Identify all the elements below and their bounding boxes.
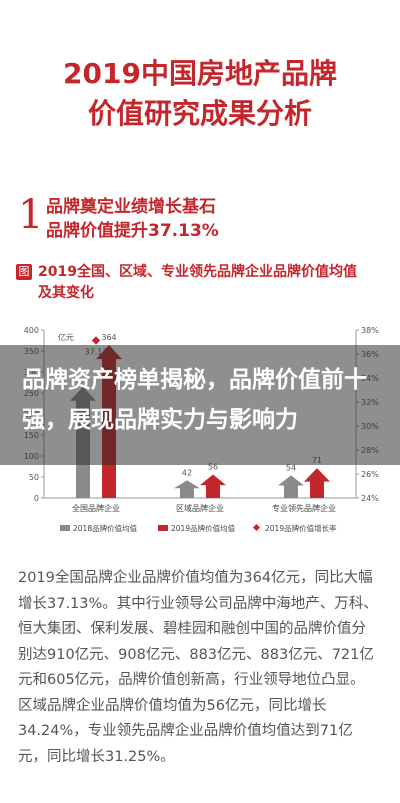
legend-label: 2018品牌价值均值	[73, 523, 138, 533]
legend-swatch	[252, 523, 261, 532]
y-tick-label: 400	[24, 326, 39, 335]
data-label-2018: 42	[182, 468, 192, 477]
main-title-line2: 价值研究成果分析	[87, 97, 312, 130]
y2-tick-label: 26%	[361, 470, 379, 479]
bar-2018	[278, 475, 304, 498]
bar-2019	[304, 468, 330, 498]
section-number: 1	[18, 192, 44, 238]
data-label-2018: 54	[286, 463, 296, 472]
bar-2018	[174, 480, 200, 498]
y2-tick-label: 38%	[361, 326, 379, 335]
x-tick-label: 专业领先品牌企业	[272, 503, 336, 513]
x-tick-label: 区域品牌企业	[176, 503, 224, 513]
legend-label: 2019品牌价值增长率	[265, 523, 337, 533]
figure-badge: 图	[16, 264, 32, 280]
body-paragraph: 2019全国品牌企业品牌价值均值为364亿元，同比大幅增长37.13%。其中行业…	[18, 570, 378, 765]
headline-overlay	[0, 345, 400, 465]
legend-swatch	[60, 525, 70, 531]
data-label-2019: 364	[101, 333, 116, 342]
figure-title: 2019全国、区域、专业领先品牌企业品牌价值均值及其变化	[38, 264, 357, 301]
growth-rate-marker	[91, 336, 101, 345]
bar-2019	[200, 474, 226, 498]
y-tick-label: 0	[34, 494, 39, 503]
legend-label: 2019品牌价值均值	[171, 523, 236, 533]
x-tick-label: 全国品牌企业	[72, 503, 120, 513]
section-heading-line2: 品牌价值提升37.13%	[46, 221, 219, 241]
main-title-line1: 2019中国房地产品牌	[63, 57, 337, 90]
data-label-2019: 56	[208, 462, 218, 471]
y2-tick-label: 24%	[361, 494, 379, 503]
y-unit-label: 亿元	[58, 332, 74, 342]
legend-swatch	[158, 525, 168, 531]
section-heading-line1: 品牌奠定业绩增长基石	[46, 197, 216, 217]
y-tick-label: 50	[29, 473, 39, 482]
headline-overlay-text: 品牌资产榜单揭秘，品牌价值前十强，展现品牌实力与影响力	[22, 367, 367, 433]
